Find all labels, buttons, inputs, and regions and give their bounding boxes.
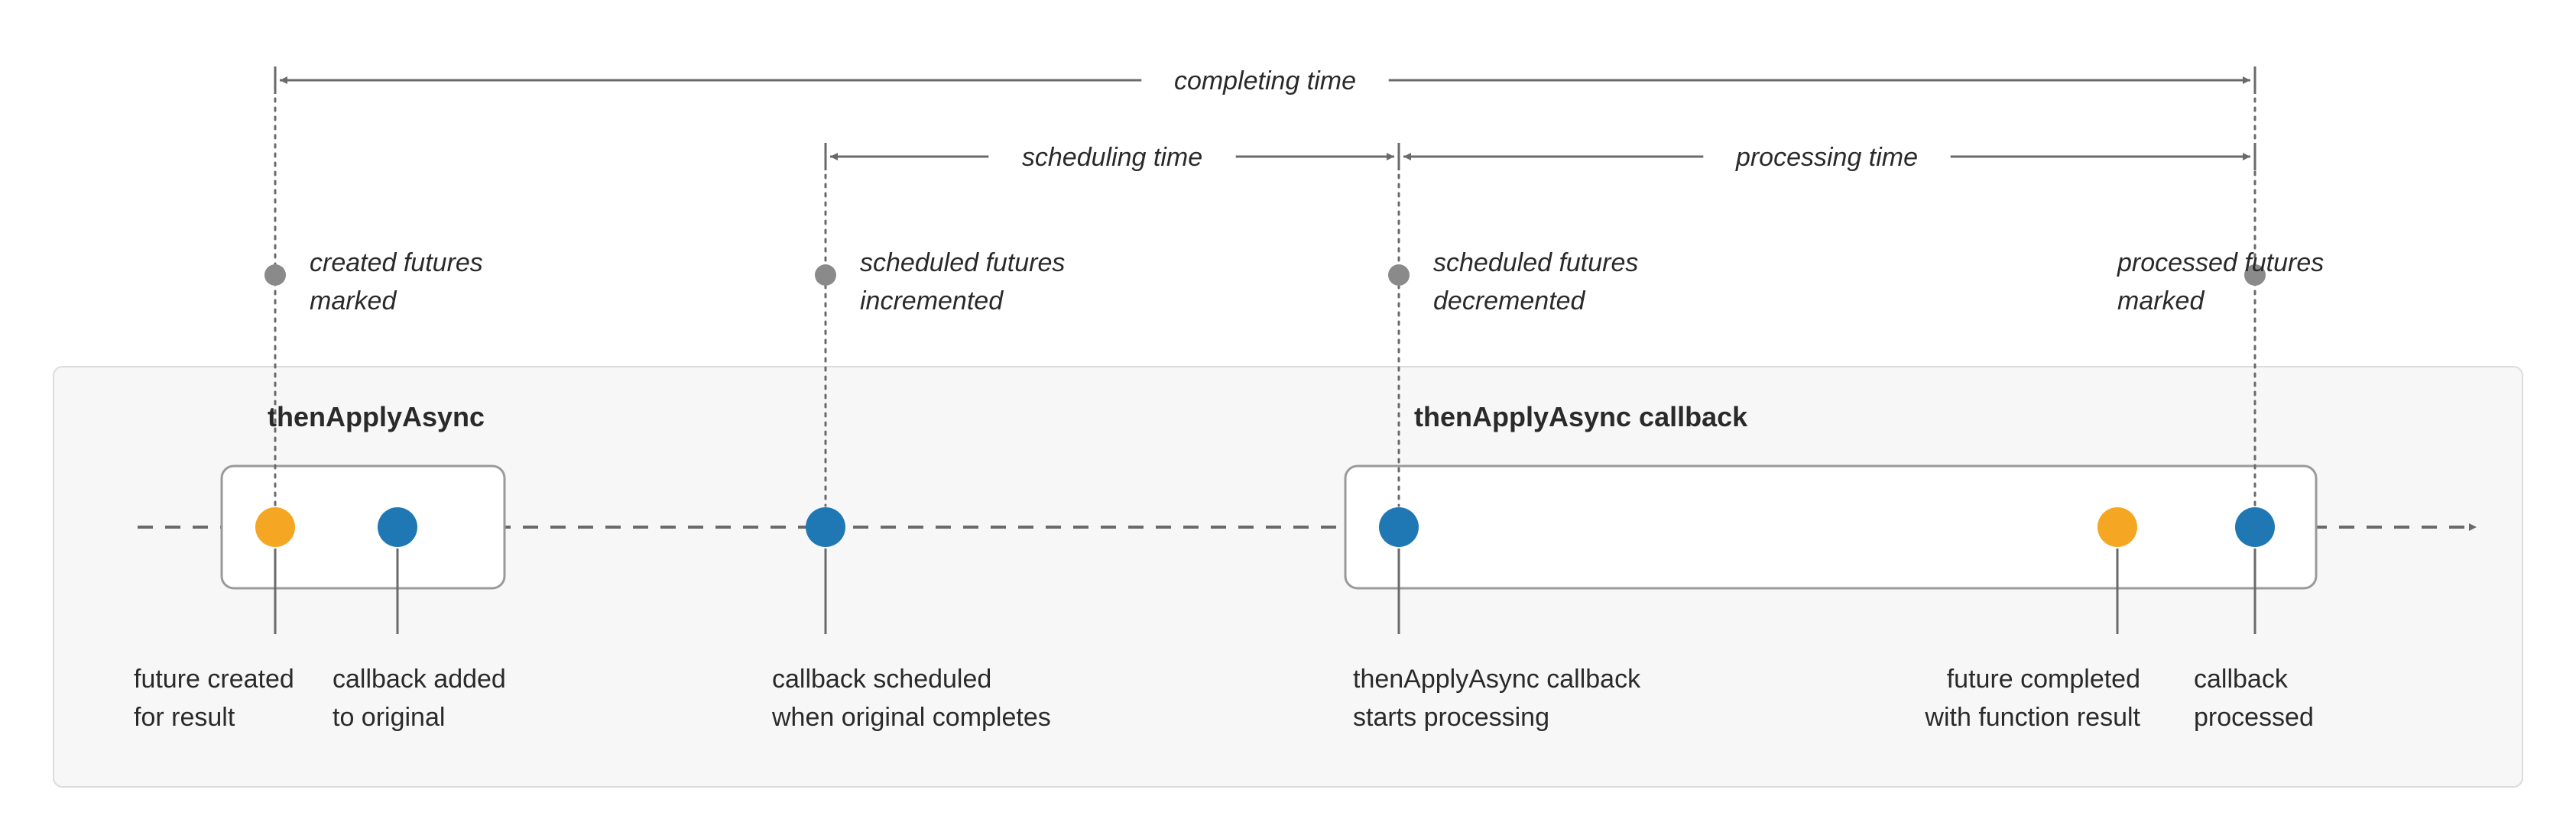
marker-label: marked bbox=[310, 286, 397, 316]
event-label: processed bbox=[2194, 703, 2314, 732]
event-label: callback scheduled bbox=[772, 665, 991, 694]
marker-label: scheduled futures bbox=[860, 248, 1065, 277]
marker-label: incremented bbox=[860, 286, 1004, 316]
marker-label: created futures bbox=[310, 248, 483, 277]
phase-box bbox=[1345, 466, 2316, 588]
event-label: future completed bbox=[1947, 665, 2140, 694]
span-label: processing time bbox=[1735, 143, 1918, 172]
event-label: for result bbox=[134, 703, 235, 732]
timeline-event bbox=[806, 507, 845, 547]
span-label: scheduling time bbox=[1022, 143, 1202, 172]
span-label: completing time bbox=[1174, 66, 1356, 95]
marker-label: decremented bbox=[1433, 286, 1586, 316]
marker-dot bbox=[815, 264, 836, 286]
event-label: starts processing bbox=[1353, 703, 1549, 732]
timeline-event bbox=[1379, 507, 1419, 547]
event-label: when original completes bbox=[771, 703, 1051, 732]
timeline-event bbox=[378, 507, 417, 547]
marker-dot bbox=[264, 264, 286, 286]
event-label: thenApplyAsync callback bbox=[1353, 665, 1641, 694]
marker-dot bbox=[1388, 264, 1410, 286]
marker-label: marked bbox=[2117, 286, 2205, 316]
marker-label: scheduled futures bbox=[1433, 248, 1638, 277]
timeline-event bbox=[255, 507, 295, 547]
event-label: callback bbox=[2194, 665, 2289, 694]
event-label: with function result bbox=[1924, 703, 2140, 732]
marker-label: processed futures bbox=[2117, 248, 2324, 277]
phase-title: thenApplyAsync bbox=[268, 401, 485, 432]
event-label: to original bbox=[333, 703, 445, 732]
phase-title: thenApplyAsync callback bbox=[1414, 401, 1748, 432]
timeline-event bbox=[2235, 507, 2275, 547]
event-label: callback added bbox=[333, 665, 506, 694]
timeline-event bbox=[2097, 507, 2137, 547]
event-label: future created bbox=[134, 665, 294, 694]
